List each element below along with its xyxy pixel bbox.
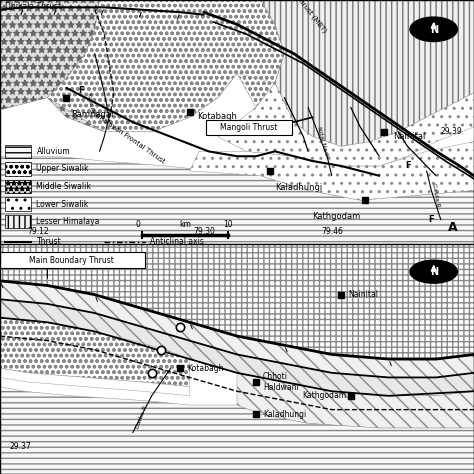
Text: 0: 0: [135, 220, 140, 229]
Text: 79.46: 79.46: [321, 227, 343, 236]
Text: Thrust: Thrust: [36, 237, 61, 246]
Polygon shape: [0, 0, 100, 110]
Text: F: F: [405, 162, 410, 171]
Text: Middle Siwalik: Middle Siwalik: [36, 182, 91, 191]
Text: Lesser Himalaya: Lesser Himalaya: [36, 217, 100, 226]
FancyBboxPatch shape: [0, 252, 145, 268]
Polygon shape: [100, 0, 284, 108]
Text: A: A: [448, 221, 457, 234]
Text: 79.30: 79.30: [193, 227, 215, 236]
Text: km: km: [179, 220, 191, 229]
Polygon shape: [237, 373, 474, 428]
Bar: [5, 180, 31, 193]
Text: Kaladhungi: Kaladhungi: [263, 410, 306, 419]
Text: 29.37: 29.37: [9, 442, 31, 451]
Polygon shape: [0, 318, 190, 387]
Polygon shape: [190, 142, 474, 200]
Polygon shape: [47, 0, 284, 132]
Text: Nitai Nadi: Nitai Nadi: [316, 126, 329, 157]
Text: Kotabagh: Kotabagh: [187, 364, 224, 373]
Circle shape: [410, 260, 457, 283]
Text: 29.39: 29.39: [440, 128, 462, 137]
Text: 79.12: 79.12: [27, 227, 49, 236]
Bar: [5, 197, 31, 211]
Text: 10: 10: [223, 220, 232, 229]
Text: Daika R.: Daika R.: [136, 403, 149, 429]
Text: Ramnagar: Ramnagar: [71, 110, 115, 119]
Polygon shape: [47, 0, 246, 132]
Polygon shape: [0, 281, 474, 377]
Polygon shape: [0, 156, 474, 244]
Text: N: N: [429, 267, 438, 277]
Polygon shape: [0, 387, 474, 474]
Bar: [5, 145, 31, 158]
Text: F: F: [78, 86, 83, 95]
Text: Gaula R.: Gaula R.: [431, 182, 441, 209]
Polygon shape: [204, 0, 474, 146]
Text: Kaladhungi: Kaladhungi: [275, 183, 322, 192]
Text: Chhoti
Haldwani: Chhoti Haldwani: [263, 373, 299, 392]
FancyBboxPatch shape: [206, 119, 292, 136]
Polygon shape: [0, 299, 474, 396]
Circle shape: [410, 17, 457, 42]
Text: Himalayan Frontal Thrust: Himalayan Frontal Thrust: [90, 109, 166, 164]
Bar: [5, 162, 31, 176]
Polygon shape: [0, 368, 190, 396]
Text: Mangoli Thrust: Mangoli Thrust: [220, 123, 278, 132]
Text: Main Boundary Thrust (MBT): Main Boundary Thrust (MBT): [261, 0, 328, 34]
Polygon shape: [0, 244, 474, 359]
Text: Kotabagh: Kotabagh: [197, 112, 237, 121]
Text: Main Boundary Thrust: Main Boundary Thrust: [28, 255, 114, 264]
Text: F: F: [428, 215, 434, 224]
Text: Nainital: Nainital: [393, 132, 426, 141]
Text: Dhikala Thrust: Dhikala Thrust: [5, 2, 61, 11]
Text: Upper Siwalik: Upper Siwalik: [36, 164, 89, 173]
Text: Anticlinal axis: Anticlinal axis: [150, 237, 204, 246]
Text: N: N: [429, 25, 438, 35]
Text: Nainital: Nainital: [348, 290, 378, 299]
Text: Fault: Fault: [36, 250, 55, 259]
Polygon shape: [218, 83, 474, 166]
Text: Kathgodam: Kathgodam: [312, 212, 360, 221]
Text: Kosi R.: Kosi R.: [86, 92, 94, 113]
Text: Alluvium: Alluvium: [36, 147, 70, 156]
Bar: [5, 215, 31, 228]
Text: Lower Siwalik: Lower Siwalik: [36, 200, 89, 209]
Text: Kathgodam: Kathgodam: [302, 392, 346, 401]
